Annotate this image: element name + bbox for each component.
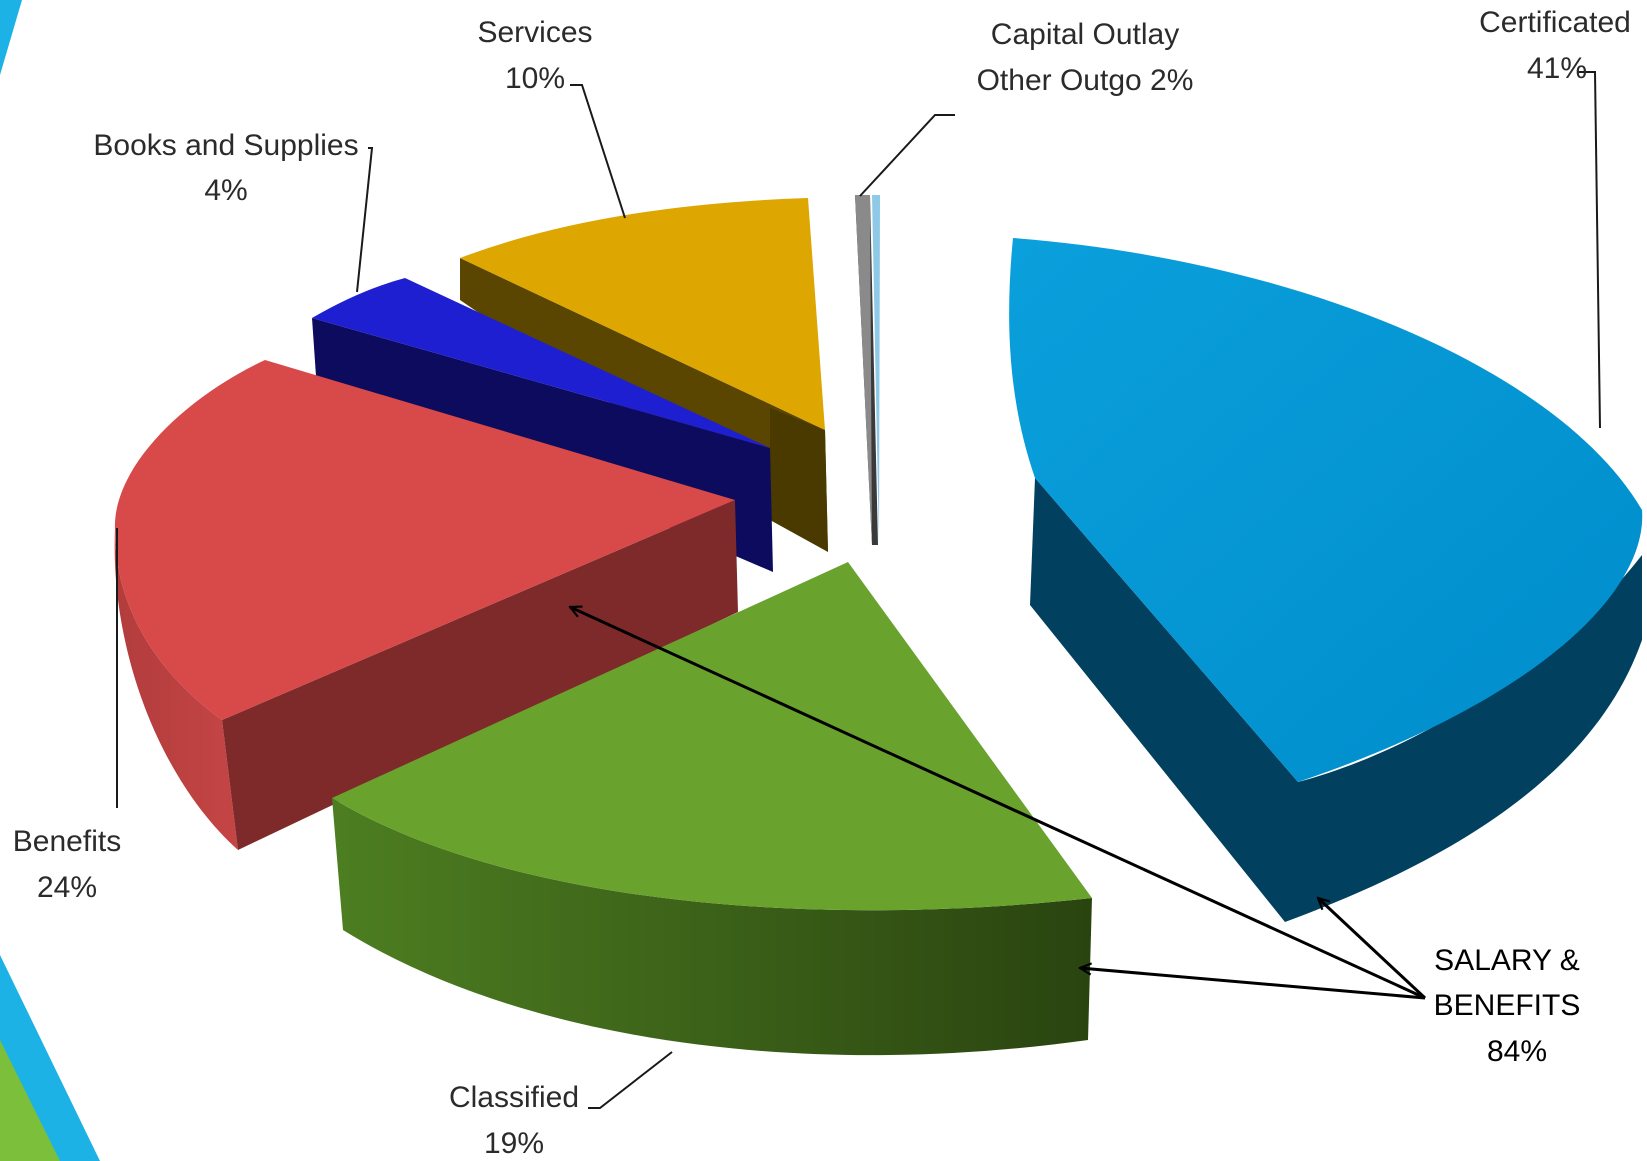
- label-books-name: Books and Supplies: [93, 129, 358, 162]
- label-capital-outlay-line1: Capital Outlay: [991, 18, 1179, 51]
- arrow-to-classified: [1080, 968, 1426, 1000]
- slice-classified: [332, 562, 1092, 1056]
- slice-benefits-top: [114, 360, 735, 720]
- slice-capital-outlay-top: [855, 195, 872, 545]
- leader-capital-outlay: [859, 114, 955, 197]
- label-benefits-pct: 24%: [37, 871, 97, 904]
- callout-line3: 84%: [1487, 1035, 1547, 1068]
- callout-line2: BENEFITS: [1434, 989, 1581, 1022]
- slide-accent-decoration: [0, 0, 100, 1161]
- label-classified-name: Classified: [449, 1081, 579, 1114]
- label-classified-pct: 19%: [484, 1127, 544, 1160]
- label-books-pct: 4%: [204, 174, 247, 207]
- leader-books: [356, 147, 374, 293]
- slice-classified-side: [332, 798, 1092, 1056]
- slice-services-top: [460, 198, 825, 430]
- slice-certificated-side: [1030, 478, 1642, 922]
- arrow-to-benefits: [570, 607, 1426, 1000]
- label-certificated-pct: 41%: [1527, 52, 1587, 85]
- slice-capital-outlay: [855, 195, 880, 545]
- slice-certificated-top: [1009, 238, 1643, 782]
- leader-lines: [116, 71, 1601, 1109]
- accent-top-blue: [0, 0, 22, 75]
- callout-line1: SALARY &: [1434, 944, 1580, 977]
- slice-certificated: [1009, 238, 1643, 922]
- slice-benefits-outer-side: [114, 530, 238, 850]
- slice-classified-top: [332, 562, 1092, 911]
- label-certificated-name: Certificated: [1479, 6, 1631, 39]
- leader-services: [570, 84, 626, 219]
- leader-classified: [588, 1051, 673, 1109]
- callout-arrows: [570, 607, 1427, 1000]
- arrow-to-certificated: [1318, 898, 1427, 1000]
- slice-books-top: [312, 278, 770, 448]
- slice-benefits: [114, 360, 738, 850]
- label-capital-outlay-line2: Other Outgo 2%: [977, 64, 1194, 97]
- label-benefits-name: Benefits: [13, 825, 121, 858]
- label-services-pct: 10%: [505, 62, 565, 95]
- slice-benefits-cut-side: [222, 500, 738, 850]
- leader-certificated: [1578, 71, 1601, 429]
- slice-capital-outlay-sliver: [872, 195, 880, 545]
- accent-bottom-green: [0, 1040, 60, 1161]
- slice-services-front: [770, 408, 828, 552]
- label-services-name: Services: [477, 16, 592, 49]
